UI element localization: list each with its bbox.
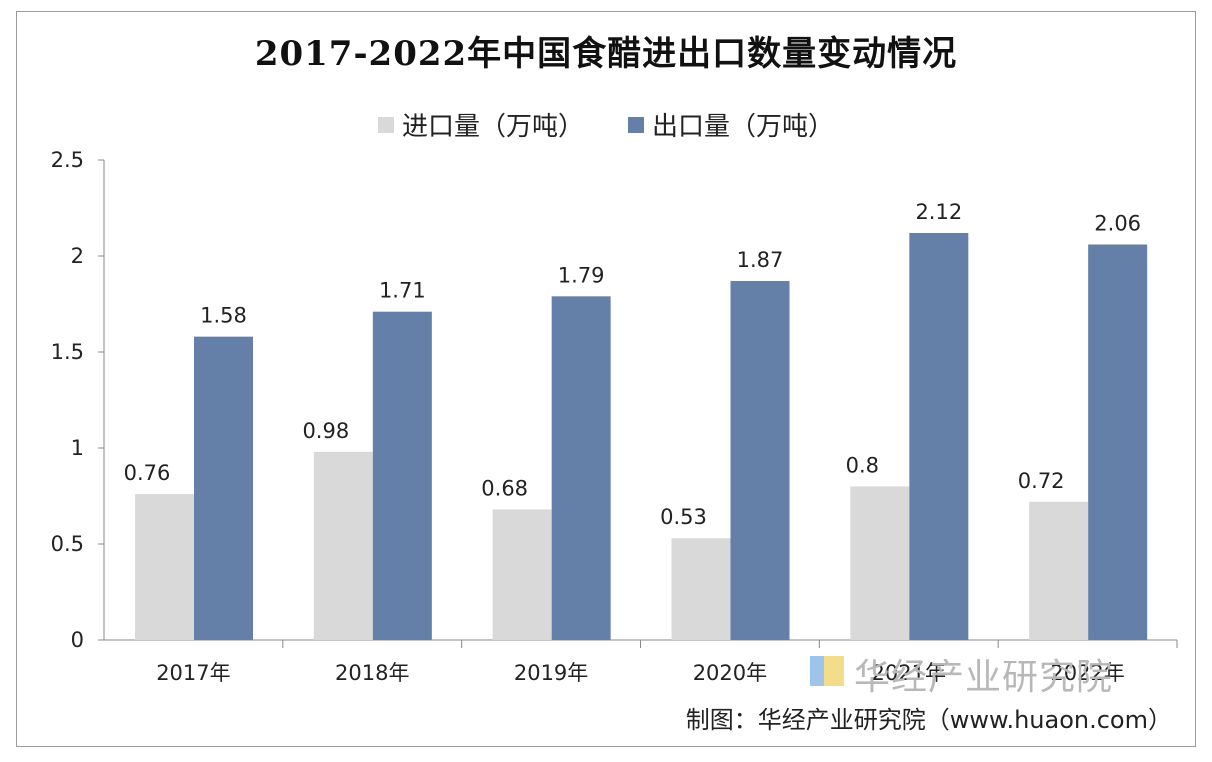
legend-label-export: 出口量（万吨） xyxy=(652,112,835,142)
y-tick-label: 1.5 xyxy=(51,340,84,364)
data-label: 2.06 xyxy=(1094,211,1141,235)
data-label: 0.68 xyxy=(481,476,528,500)
watermark-text: 华经产业研究院 xyxy=(854,657,1114,698)
bar-export xyxy=(194,336,253,640)
legend-swatch-import xyxy=(377,116,394,133)
bar-import xyxy=(313,451,373,640)
chart-title: 2017-2022年中国食醋进出口数量变动情况 xyxy=(254,34,958,74)
legend: 进口量（万吨） 出口量（万吨） xyxy=(0,106,1212,143)
y-tick-label: 0.5 xyxy=(51,532,84,556)
legend-swatch-export xyxy=(628,116,644,133)
legend-item-export: 出口量（万吨） xyxy=(628,106,834,143)
bar-import xyxy=(492,509,552,640)
legend-label-import: 进口量（万吨） xyxy=(401,112,584,142)
watermark-logo-icon xyxy=(810,656,844,686)
y-tick-label: 2 xyxy=(71,244,84,268)
source-note: 制图：华经产业研究院（www.huaon.com） xyxy=(685,706,1172,734)
y-tick-label: 0 xyxy=(71,628,84,652)
data-label: 1.58 xyxy=(200,304,247,328)
x-tick-label: 2018年 xyxy=(335,661,409,685)
data-label: 0.98 xyxy=(302,419,349,443)
x-tick-label: 2021年 xyxy=(872,661,946,685)
bar-export xyxy=(551,296,611,640)
bar-export xyxy=(1088,244,1148,641)
data-label: 0.53 xyxy=(660,505,707,529)
x-tick-label: 2019年 xyxy=(514,661,588,685)
data-label: 0.76 xyxy=(124,461,171,485)
bar-import xyxy=(135,494,194,640)
data-label: 1.79 xyxy=(558,263,605,287)
bar-export xyxy=(909,232,969,640)
data-label: 0.72 xyxy=(1018,469,1065,493)
bar-import xyxy=(671,538,731,640)
data-label: 1.87 xyxy=(737,248,784,272)
x-tick-label: 2017年 xyxy=(156,661,230,685)
y-tick-label: 2.5 xyxy=(51,148,84,172)
watermark: 华经产业研究院 xyxy=(810,648,1170,698)
x-tick-label: 2020年 xyxy=(693,661,767,685)
bar-export xyxy=(730,280,790,640)
legend-item-import: 进口量（万吨） xyxy=(377,106,584,143)
data-label: 1.71 xyxy=(379,279,426,303)
bar-import xyxy=(1029,501,1089,640)
x-tick-label: 2022年 xyxy=(1050,661,1124,685)
bar-import xyxy=(850,486,910,640)
y-tick-label: 1 xyxy=(71,436,84,460)
data-label: 2.12 xyxy=(915,200,962,224)
data-label: 0.8 xyxy=(846,453,879,477)
bar-export xyxy=(372,311,432,640)
